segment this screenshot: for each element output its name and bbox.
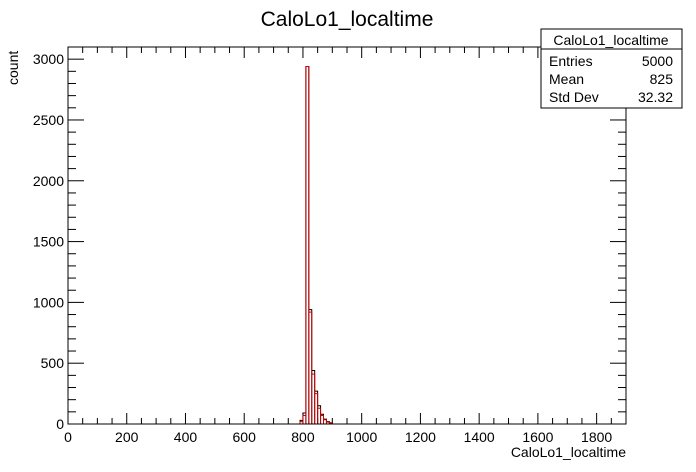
x-tick-label: 400 (174, 429, 198, 445)
y-axis-label: count (5, 51, 21, 85)
stats-box: CaloLo1_localtime Entries 5000 Mean 825 … (540, 28, 683, 109)
x-tick-label: 1800 (581, 429, 612, 445)
x-axis-label: CaloLo1_localtime (511, 444, 626, 460)
x-tick-label: 1000 (346, 429, 377, 445)
y-tick-label: 2000 (33, 173, 64, 189)
y-axis: 0 500 1000 1500 2000 2500 3000 (33, 46, 626, 432)
x-tick-label: 1200 (405, 429, 436, 445)
stats-entries-label: Entries (549, 53, 593, 69)
histogram-series-0 (68, 65, 626, 425)
x-tick-label: 200 (115, 429, 139, 445)
stats-entries-value: 5000 (642, 53, 673, 69)
x-tick-label: 1600 (522, 429, 553, 445)
stats-stddev-label: Std Dev (549, 89, 599, 105)
stats-mean-value: 825 (650, 71, 674, 87)
y-tick-label: 3000 (33, 51, 64, 67)
x-tick-label: 600 (233, 429, 257, 445)
x-tick-label: 1400 (464, 429, 495, 445)
y-tick-label: 2500 (33, 112, 64, 128)
histogram-series-1 (68, 65, 626, 425)
stats-box-frame (540, 28, 683, 109)
y-tick-label: 1500 (33, 234, 64, 250)
y-tick-label: 500 (41, 355, 65, 371)
plot-area (68, 65, 626, 425)
y-tick-label: 1000 (33, 294, 64, 310)
chart-title: CaloLo1_localtime (261, 8, 434, 31)
stats-stddev-value: 32.32 (638, 89, 673, 105)
y-tick-label: 0 (56, 416, 64, 432)
x-tick-label: 0 (64, 429, 72, 445)
stats-mean-label: Mean (549, 71, 584, 87)
plot-frame (67, 46, 627, 425)
stats-box-title: CaloLo1_localtime (553, 32, 668, 48)
x-tick-label: 800 (291, 429, 315, 445)
x-axis: 0 200 400 600 800 1000 1200 1400 1600 1800 (64, 47, 612, 445)
